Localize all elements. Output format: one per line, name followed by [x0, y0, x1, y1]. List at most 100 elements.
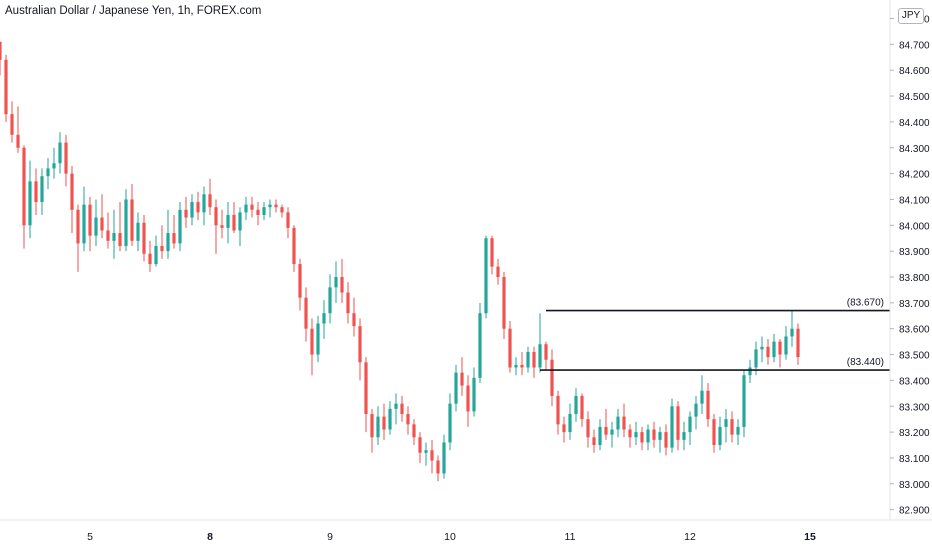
candle-down — [400, 395, 404, 422]
candle-body — [118, 233, 122, 246]
candle-body — [202, 194, 206, 213]
candle-body — [196, 202, 200, 213]
candle-body — [166, 233, 170, 252]
candle-down — [430, 439, 434, 474]
candle-down — [364, 357, 368, 433]
candle-down — [304, 287, 308, 342]
y-tick-label: 82.900 — [899, 506, 930, 517]
candle-down — [562, 416, 566, 443]
candle-body — [598, 426, 602, 446]
candle-down — [214, 199, 218, 254]
candle-up — [514, 357, 518, 376]
candle-down — [652, 421, 656, 448]
candle-body — [304, 297, 308, 329]
candle-down — [508, 320, 512, 373]
candle-down — [0, 41, 2, 76]
candle-down — [250, 196, 254, 218]
x-tick-label: 8 — [207, 531, 213, 543]
candle-body — [526, 351, 530, 368]
candle-down — [232, 202, 236, 234]
candle-body — [520, 364, 524, 368]
candle-down — [628, 424, 632, 448]
candle-up — [82, 186, 86, 252]
candle-body — [64, 142, 68, 174]
candle-body — [544, 344, 548, 360]
candle-body — [76, 209, 80, 244]
y-tick-label: 83.600 — [899, 325, 930, 336]
currency-unit-badge[interactable]: JPY — [898, 8, 924, 24]
candle-body — [796, 328, 800, 358]
candle-up — [376, 406, 380, 446]
candle-down — [580, 393, 584, 427]
candle-body — [574, 395, 578, 415]
candle-body — [130, 199, 134, 241]
candle-down — [76, 204, 80, 272]
candle-up — [574, 388, 578, 422]
candle-body — [790, 328, 794, 337]
candle-up — [658, 426, 662, 453]
candle-body — [586, 419, 590, 438]
candle-up — [700, 375, 704, 415]
candle-down — [10, 101, 14, 143]
candle-down — [406, 406, 410, 435]
time-axis[interactable]: 5 8 9 10 11 12 15 — [87, 531, 816, 543]
y-tick-label: 84.300 — [899, 144, 930, 155]
candle-body — [622, 416, 626, 430]
candle-down — [274, 199, 278, 213]
chart-title: Australian Dollar / Japanese Yen, 1h, FO… — [5, 5, 262, 17]
candle-body — [400, 403, 404, 415]
candle-body — [286, 212, 290, 228]
candle-body — [550, 359, 554, 396]
candle-down — [22, 145, 26, 249]
candle-down — [778, 339, 782, 368]
candle-body — [40, 176, 44, 203]
candle-up — [484, 235, 488, 319]
candle-up — [610, 421, 614, 448]
candle-body — [496, 266, 500, 277]
candle-body — [406, 414, 410, 425]
candle-down — [586, 411, 590, 448]
candle-up — [28, 160, 32, 239]
candle-up — [322, 300, 326, 340]
candle-up — [226, 202, 230, 244]
candle-down — [604, 408, 608, 440]
candle-body — [538, 344, 542, 368]
y-tick-label: 83.100 — [899, 454, 930, 465]
x-tick-label: 9 — [327, 531, 333, 543]
candle-up — [748, 359, 752, 383]
candle-up — [724, 408, 728, 443]
candle-body — [190, 202, 194, 218]
candle-body — [328, 287, 332, 314]
candle-body — [232, 214, 236, 231]
candle-down — [16, 106, 20, 153]
candle-up — [190, 194, 194, 226]
candle-body — [250, 204, 254, 210]
candle-down — [4, 54, 8, 122]
y-tick-label: 83.000 — [899, 480, 930, 491]
candle-body — [640, 432, 644, 443]
candle-body — [424, 450, 428, 453]
candle-body — [340, 277, 344, 293]
horizontal-levels: (83.670) (83.440) — [540, 298, 890, 371]
candle-body — [766, 346, 770, 358]
candle-up — [478, 302, 482, 383]
candle-up — [394, 393, 398, 425]
candle-up — [154, 235, 158, 267]
candle-body — [238, 212, 242, 231]
candle-body — [562, 424, 566, 433]
candle-down — [88, 196, 92, 252]
price-axis[interactable]: 84.80084.70084.60084.50084.40084.30084.2… — [890, 15, 930, 517]
candle-down — [550, 349, 554, 407]
candle-body — [502, 277, 506, 329]
candle-body — [442, 442, 446, 474]
candle-body — [316, 323, 320, 355]
y-tick-label: 84.400 — [899, 118, 930, 129]
y-tick-label: 84.200 — [899, 170, 930, 181]
candle-body — [628, 429, 632, 438]
candle-up — [94, 199, 98, 246]
candle-body — [430, 450, 434, 461]
candle-body — [34, 181, 38, 203]
x-tick-label: 12 — [684, 531, 696, 543]
